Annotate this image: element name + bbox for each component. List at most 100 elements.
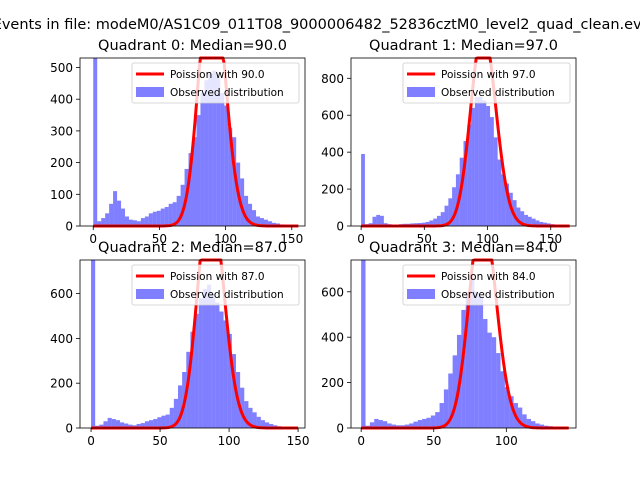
histogram-bar [524,214,528,226]
legend-box [131,264,300,306]
histogram-bar [380,215,384,226]
histogram-bar [164,206,169,226]
x-tick-label: 100 [495,434,518,448]
y-tick-label: 0 [65,220,73,234]
x-tick-label: 50 [426,434,441,448]
subplot-quadrant-0: 0 50 100 150 0 100 200 300 400 500 Quadrant 0: Med… [50,38,306,246]
histogram-bar [387,423,392,428]
histogram-bar [172,202,177,226]
histogram-bar [240,178,245,226]
y-tick-label: 500 [50,61,73,75]
subplot-title: Quadrant 2: Median=87.0 [98,240,287,256]
histogram-bar [517,407,523,428]
axes-frame [350,259,577,429]
y-tick-label: 400 [321,331,344,345]
histogram-bar [522,414,527,428]
x-tick-label: 150 [539,232,562,246]
legend-patch-marker [407,87,435,97]
histogram-bar [463,141,468,226]
histogram-bar [252,412,257,428]
histogram-bar [117,200,122,226]
histogram-bar [107,417,112,428]
histogram-bar [93,58,98,226]
histogram-bar [526,418,531,428]
histogram-bar [196,115,201,226]
subplot-title: Quadrant 0: Median=90.0 [98,38,287,54]
histogram-bar [152,211,157,226]
histogram-bar [103,421,108,428]
legend-label-observed: Observed distribution [441,87,555,99]
legend-patch-marker [136,289,164,299]
y-tick-label: 200 [321,376,344,390]
histogram-bar [97,221,102,226]
histogram-bar [409,423,414,428]
histogram-bar [361,154,365,226]
y-tick-label: 400 [50,93,73,107]
histogram-bar [448,198,453,226]
histogram-bar [244,195,249,226]
histogram-bar [161,415,166,428]
histogram-bar [105,213,110,226]
histogram-bar [404,424,410,428]
y-tick-label: 0 [336,220,344,234]
histogram-bar [109,203,114,226]
histogram-bar [144,216,149,226]
histogram-bar [421,222,426,226]
histogram-bar [413,421,418,428]
histogram-bar [539,221,544,226]
y-tick-label: 400 [321,146,344,160]
histogram-bar [439,403,444,428]
x-tick-label: 0 [87,434,95,448]
histogram-bar [444,205,449,226]
histogram-bar [248,407,253,428]
histogram-bar [426,417,431,428]
histogram-bar [192,137,197,226]
histogram-bar [448,373,453,428]
histogram-bar [500,371,505,428]
histogram-bar [223,320,228,428]
histogram-bar [505,183,510,226]
histogram-bar [173,398,179,428]
histogram-bar [115,420,121,428]
histogram-bar [470,278,475,428]
histogram-bar [148,213,153,226]
histogram-bar [440,212,445,226]
histogram-bar [501,174,506,226]
histogram-bar [269,423,274,428]
subplot-title: Quadrant 1: Median=97.0 [369,38,558,54]
histogram-bar [516,207,521,226]
histogram-bar [471,107,475,226]
histogram-bar [149,420,154,428]
histogram-bar [206,284,212,428]
histogram-bar [486,106,491,226]
histogram-bar [478,96,483,227]
histogram-bar [263,219,268,226]
histogram-bar [429,220,434,226]
y-tick-label: 200 [321,183,344,197]
y-tick-label: 100 [50,188,73,202]
histogram-bar [113,191,118,226]
histogram-bar [369,422,375,428]
histogram-bar [111,419,116,428]
histogram-bar [248,203,253,226]
histogram-bar [531,218,536,226]
subplot-quadrant-1: 0 50 100 150 0 200 400 600 800 Quadrant 1: Median… [321,38,577,246]
legend-label-observed: Observed distribution [170,289,284,301]
histogram-bar [190,331,195,428]
histogram-bar [169,407,174,428]
histogram-bar [271,222,276,226]
histogram-bar [260,420,265,428]
histogram-bar [219,311,224,428]
histogram-bar [497,159,502,226]
histogram-bar [372,216,377,226]
histogram-bar [232,137,237,226]
histogram-bar [176,195,181,226]
histogram-bar [156,210,161,226]
histogram-bar [482,100,487,226]
histogram-bar [125,216,129,226]
histogram-bar [461,309,466,428]
histogram-bar [376,214,381,226]
histogram-bar [252,210,257,226]
y-tick-label: 200 [50,377,73,391]
histogram-bar [531,421,536,428]
